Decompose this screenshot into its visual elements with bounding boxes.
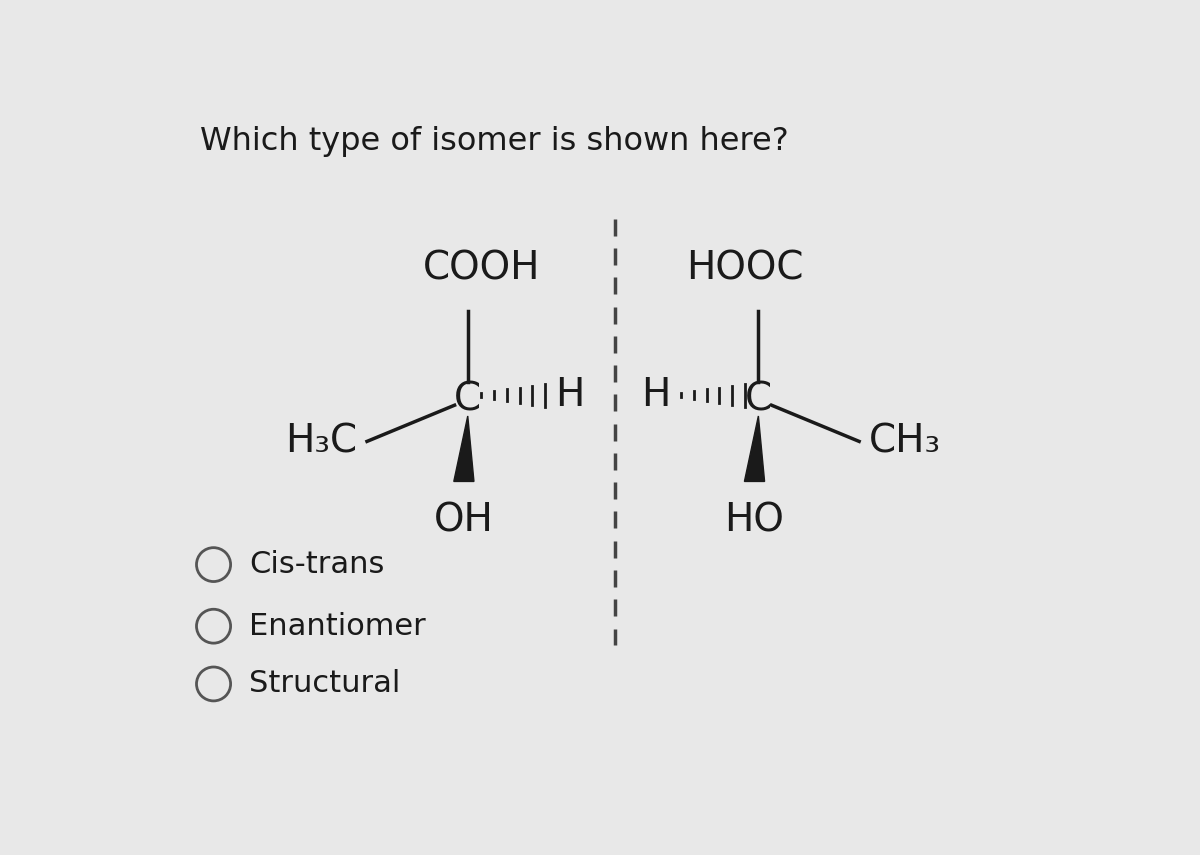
Text: H: H bbox=[642, 376, 671, 414]
Text: Which type of isomer is shown here?: Which type of isomer is shown here? bbox=[200, 126, 790, 156]
Text: COOH: COOH bbox=[422, 250, 540, 287]
Polygon shape bbox=[454, 416, 474, 481]
Text: OH: OH bbox=[434, 502, 494, 540]
Text: CH₃: CH₃ bbox=[869, 422, 941, 460]
Text: HOOC: HOOC bbox=[685, 250, 803, 287]
Text: HO: HO bbox=[725, 502, 785, 540]
Text: C: C bbox=[454, 380, 481, 418]
Text: Structural: Structural bbox=[250, 669, 401, 699]
Text: Enantiomer: Enantiomer bbox=[250, 611, 426, 640]
Text: Cis-trans: Cis-trans bbox=[250, 550, 384, 579]
Text: C: C bbox=[745, 380, 772, 418]
Polygon shape bbox=[744, 416, 764, 481]
Text: H₃C: H₃C bbox=[286, 422, 358, 460]
Text: H: H bbox=[556, 376, 584, 414]
